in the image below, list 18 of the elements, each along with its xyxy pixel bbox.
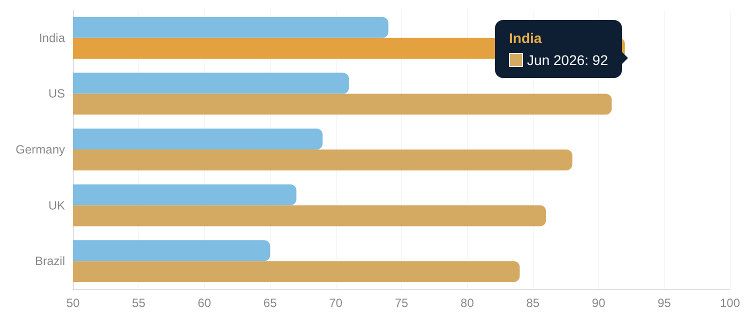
x-tick-label: 50	[66, 296, 80, 310]
annotation: India	[509, 30, 543, 46]
x-tick-label: 65	[263, 296, 278, 310]
x-tick-label: 70	[329, 296, 343, 310]
x-tick-label: 100	[720, 296, 740, 310]
y-tick-label: UK	[48, 198, 65, 212]
annotation: Jun 2026: 92	[527, 52, 608, 68]
x-tick-label: 95	[658, 296, 672, 310]
y-tick-label: US	[48, 86, 65, 101]
y-tick-label: Germany	[16, 142, 65, 156]
x-tick-label: 55	[132, 296, 146, 310]
x-tick-label: 60	[198, 296, 212, 310]
x-tick-label: 80	[460, 296, 474, 310]
y-tick-label: India	[38, 30, 66, 45]
x-tick-label: 75	[394, 296, 408, 310]
x-tick-label: 90	[592, 296, 606, 310]
y-tick-label: Brazil	[34, 254, 65, 268]
x-tick-label: 85	[526, 296, 540, 310]
